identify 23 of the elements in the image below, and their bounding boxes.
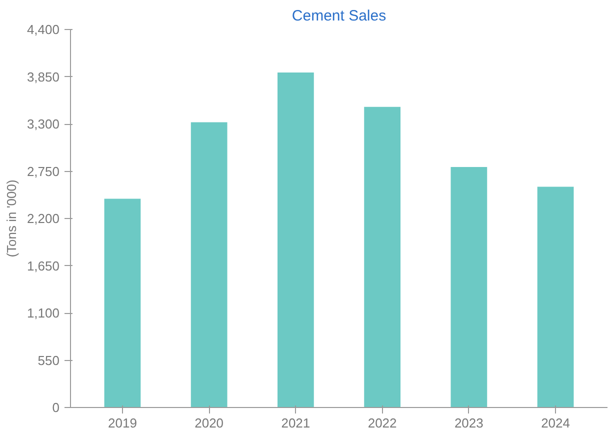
- bar: [104, 198, 141, 408]
- x-tick-label: 2019: [108, 416, 137, 430]
- y-tick-label: 550: [38, 352, 60, 368]
- bar: [278, 72, 314, 408]
- y-tick-label: 1,100: [26, 306, 60, 320]
- y-axis-title: (Tons in '000): [4, 180, 19, 258]
- x-tick-label: 2022: [368, 416, 397, 430]
- x-tick-label: 2021: [281, 416, 310, 430]
- y-tick-label: 3,300: [26, 116, 60, 132]
- x-tick-label: 2020: [194, 416, 224, 430]
- y-tick-label: 2,200: [26, 211, 60, 226]
- bar: [450, 166, 488, 408]
- y-tick-label: 0: [52, 400, 60, 415]
- x-tick-label: 2024: [541, 416, 570, 430]
- y-tick-label: 2,750: [26, 164, 60, 179]
- bar: [190, 122, 228, 408]
- bar: [364, 106, 400, 408]
- y-tick-label: 3,850: [26, 69, 60, 84]
- x-tick-label: 2023: [454, 416, 484, 430]
- y-tick-label: 4,400: [26, 22, 60, 37]
- bar: [537, 186, 574, 408]
- chart-title: Cement Sales: [292, 8, 386, 24]
- y-tick-label: 1,650: [26, 258, 60, 274]
